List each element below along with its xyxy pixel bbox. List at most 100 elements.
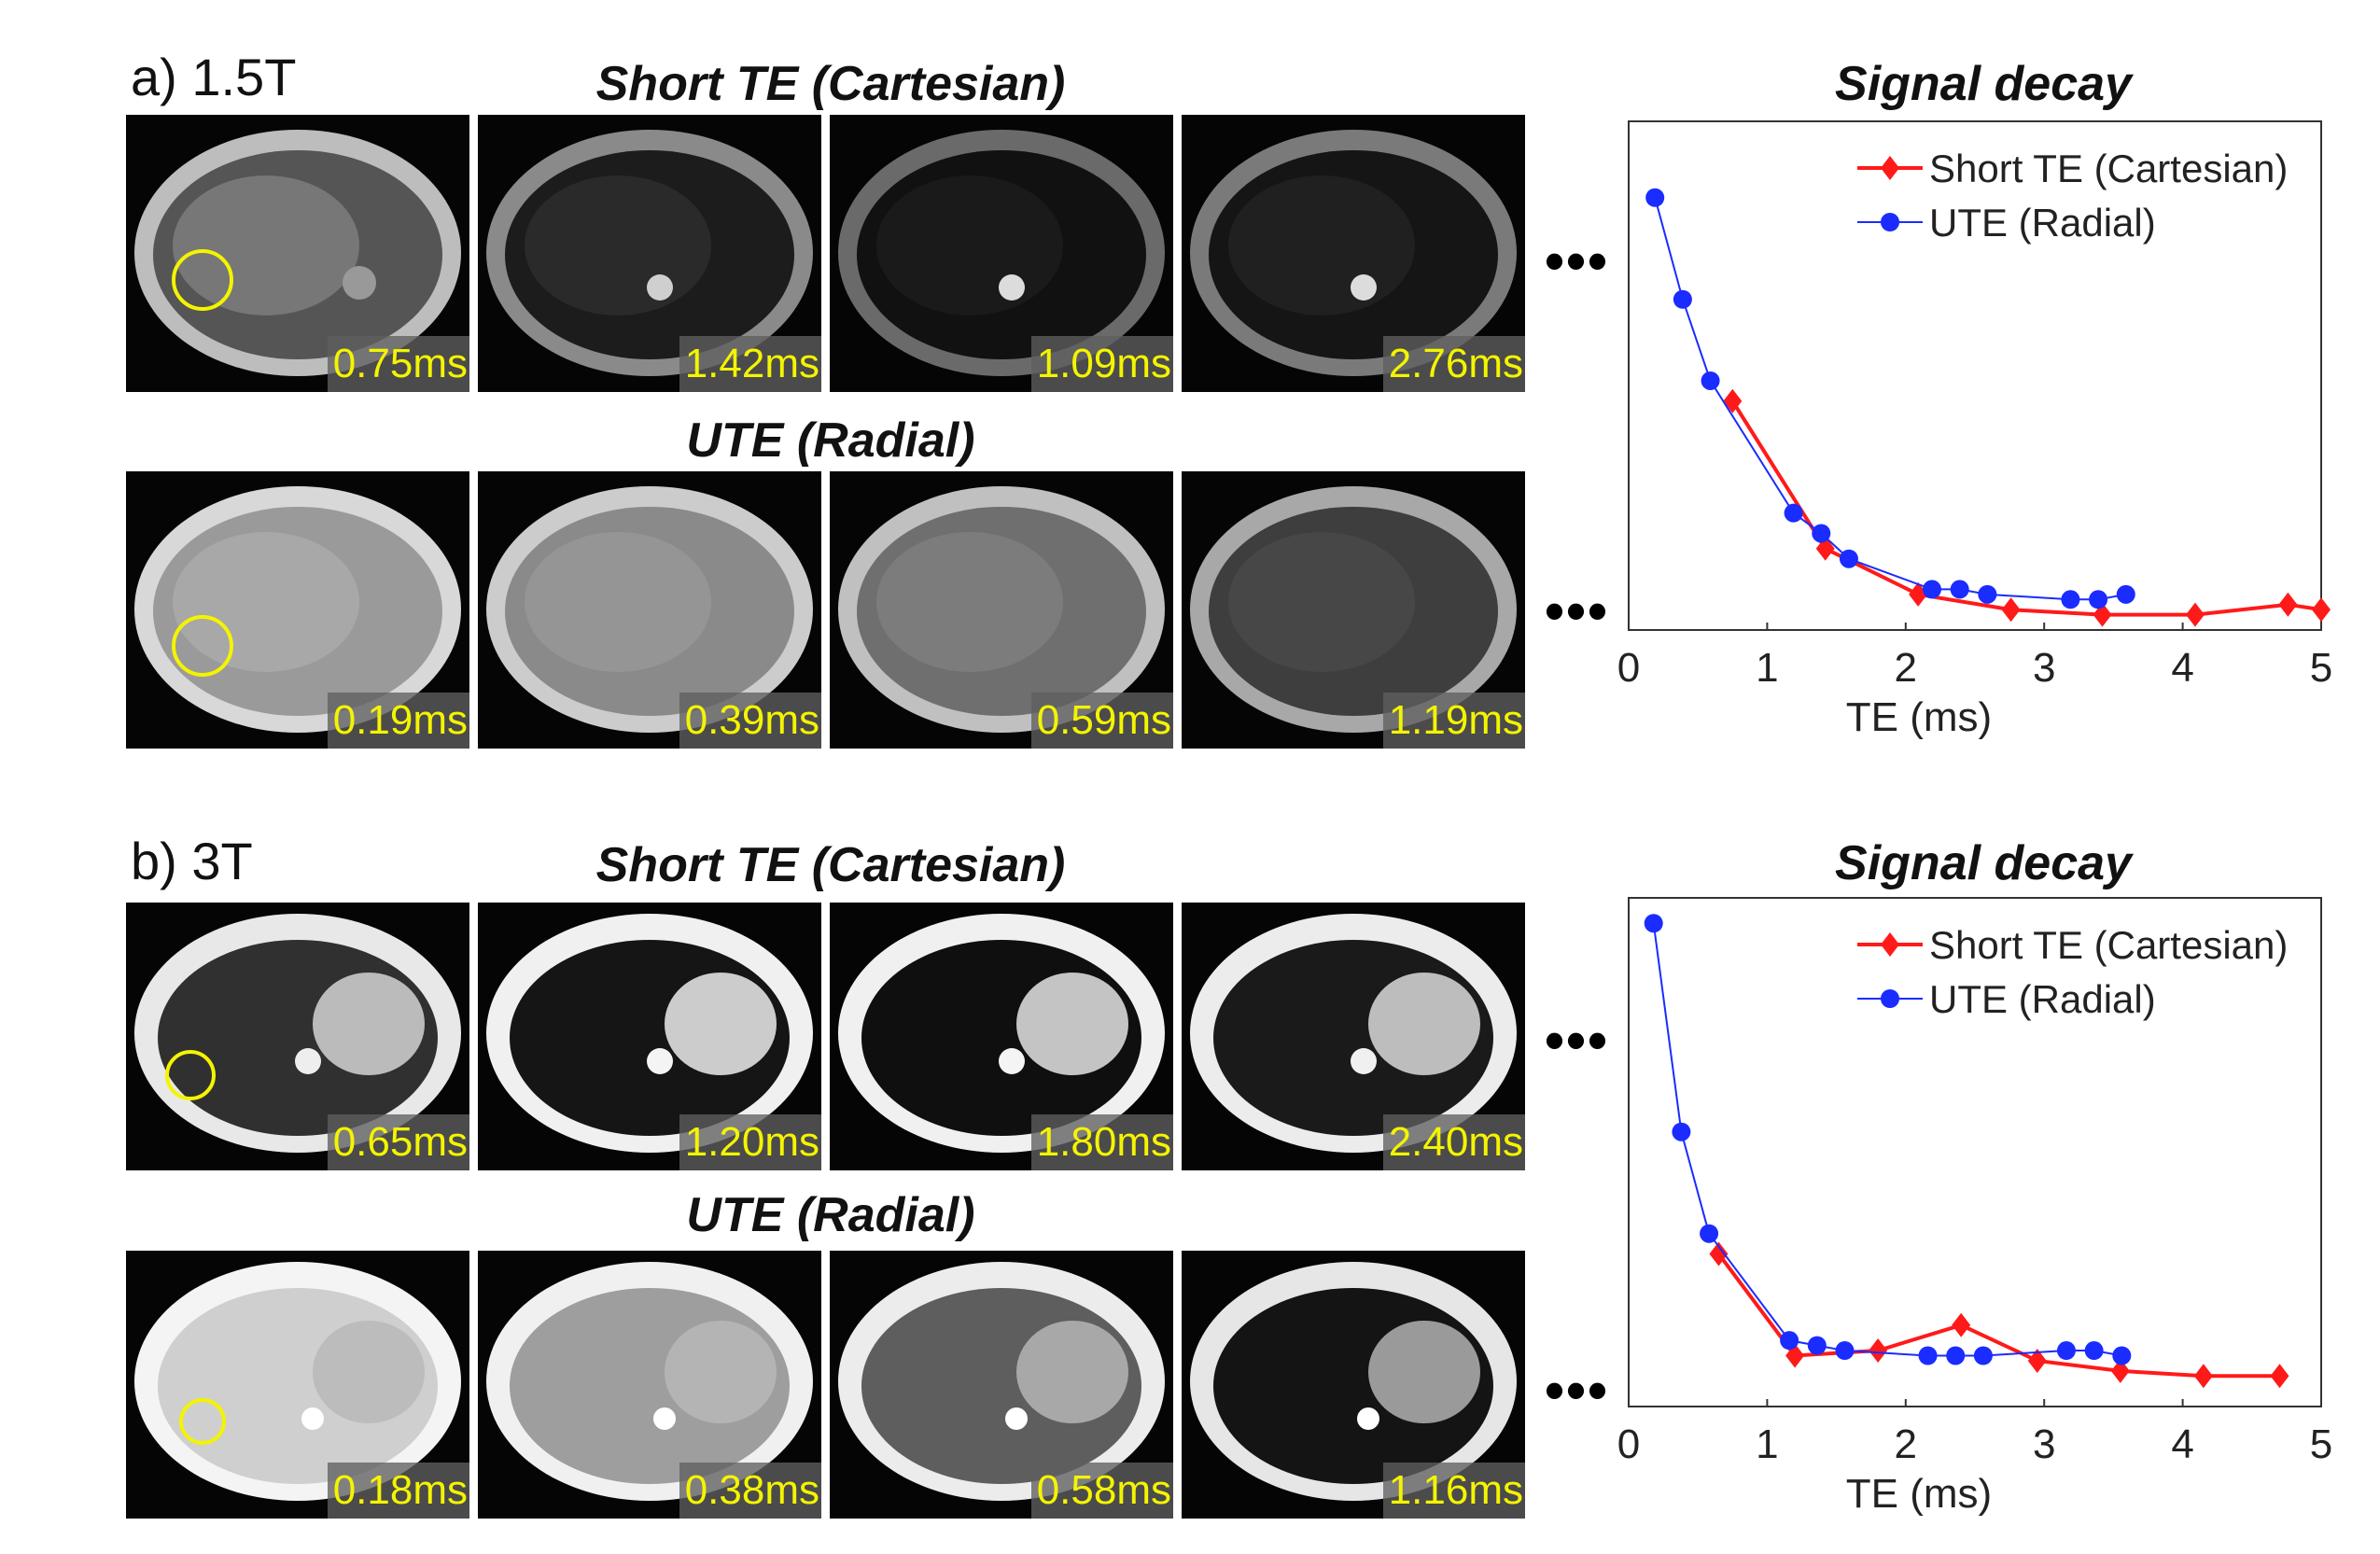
- data-point: [1909, 581, 1928, 607]
- mri-image-b-ute-3: 0.58ms: [830, 1251, 1173, 1519]
- data-point: [2270, 1364, 2289, 1389]
- data-point: [1785, 1343, 1805, 1368]
- data-point: [2116, 584, 2135, 604]
- x-axis-label: TE (ms): [1846, 1471, 1992, 1517]
- data-point: [1807, 1336, 1827, 1355]
- legend-marker: [1881, 932, 1899, 957]
- plot-frame: [1628, 897, 2322, 1407]
- mri-image-a-short-te-3: 1.09ms: [830, 115, 1173, 392]
- data-point: [1784, 503, 1803, 523]
- te-label: 1.42ms: [679, 336, 821, 392]
- data-point: [2061, 590, 2080, 609]
- data-point: [1973, 1346, 1993, 1365]
- x-axis-label: TE (ms): [1846, 694, 1992, 740]
- panel-b-top-row-title: Short TE (Cartesian): [595, 838, 1066, 892]
- mri-image-a-ute-3: 0.59ms: [830, 471, 1173, 749]
- panel-a-bottom-row-title: UTE (Radial): [686, 413, 975, 468]
- data-point: [1952, 1312, 1971, 1337]
- te-label: 0.18ms: [328, 1463, 469, 1519]
- data-point: [2027, 1348, 2047, 1373]
- data-point: [1812, 524, 1831, 543]
- x-tick-label: 3: [2033, 645, 2055, 691]
- roi-circle: [165, 1050, 216, 1100]
- data-point: [1950, 580, 1969, 599]
- roi-circle: [172, 249, 233, 311]
- te-label: 1.20ms: [679, 1114, 821, 1170]
- panel-a-top-row-title: Short TE (Cartesian): [595, 57, 1066, 111]
- panel-b-label: b) 3T: [131, 832, 253, 890]
- te-label: 0.19ms: [328, 693, 469, 749]
- legend-marker: [1881, 156, 1899, 180]
- data-point: [1978, 584, 1997, 604]
- te-label: 0.58ms: [1031, 1463, 1173, 1519]
- data-point: [1673, 289, 1692, 309]
- data-point: [2193, 1364, 2213, 1389]
- data-point: [1701, 371, 1720, 390]
- data-point: [2056, 1341, 2076, 1361]
- x-tick-label: 0: [1617, 1421, 1640, 1467]
- x-tick-label: 2: [1895, 645, 1917, 691]
- legend-marker: [1881, 213, 1899, 231]
- legend-marker: [1881, 989, 1899, 1008]
- x-tick-label: 5: [2310, 645, 2332, 691]
- x-tick-label: 5: [2310, 1421, 2332, 1467]
- ellipsis: •••: [1545, 580, 1610, 642]
- mri-image-a-short-te-2: 1.42ms: [478, 115, 821, 392]
- x-tick-label: 1: [1756, 645, 1778, 691]
- data-point: [1918, 1346, 1938, 1365]
- data-point: [1645, 188, 1665, 207]
- mri-image-a-short-te-1: 0.75ms: [126, 115, 469, 392]
- x-tick-label: 0: [1617, 645, 1640, 691]
- data-point: [2112, 1346, 2132, 1365]
- mri-image-b-short-te-1: 0.65ms: [126, 903, 469, 1170]
- ellipsis: •••: [1545, 230, 1610, 292]
- x-tick-label: 2: [1895, 1421, 1917, 1467]
- data-point: [1644, 914, 1663, 933]
- x-tick-label: 3: [2033, 1421, 2055, 1467]
- chart-b-title: Signal decay: [1835, 836, 2132, 890]
- te-label: 0.65ms: [328, 1114, 469, 1170]
- ellipsis: •••: [1545, 1009, 1610, 1071]
- roi-circle: [172, 615, 233, 677]
- te-label: 1.09ms: [1031, 336, 1173, 392]
- data-point: [1869, 1338, 1888, 1364]
- data-point: [2278, 592, 2298, 617]
- ellipsis: •••: [1545, 1359, 1610, 1421]
- roi-circle: [179, 1398, 226, 1445]
- x-tick-label: 4: [2171, 645, 2193, 691]
- mri-image-a-short-te-4: 2.76ms: [1182, 115, 1525, 392]
- data-point: [2185, 602, 2205, 627]
- data-point: [1672, 1122, 1691, 1141]
- mri-image-b-short-te-4: 2.40ms: [1182, 903, 1525, 1170]
- mri-image-a-ute-2: 0.39ms: [478, 471, 821, 749]
- legend-label: Short TE (Cartesian): [1929, 923, 2288, 967]
- panel-a-label: a) 1.5T: [131, 48, 297, 106]
- data-point: [2084, 1341, 2104, 1361]
- mri-image-b-ute-1: 0.18ms: [126, 1251, 469, 1519]
- mri-image-a-ute-1: 0.19ms: [126, 471, 469, 749]
- te-label: 0.38ms: [679, 1463, 821, 1519]
- data-point: [1700, 1224, 1719, 1243]
- chart-a-title: Signal decay: [1835, 57, 2132, 111]
- legend-label: UTE (Radial): [1929, 201, 2156, 245]
- te-label: 1.80ms: [1031, 1114, 1173, 1170]
- signal-decay-chart-b: 0 1 2 3 4 5 TE (ms) Short TE (Cartesian) UTE (Ra…: [1617, 897, 2332, 1517]
- data-point: [2110, 1358, 2130, 1383]
- data-point: [1780, 1331, 1799, 1351]
- te-label: 1.16ms: [1383, 1463, 1525, 1519]
- x-tick-label: 1: [1756, 1421, 1778, 1467]
- te-label: 2.76ms: [1383, 336, 1525, 392]
- data-point: [1946, 1346, 1966, 1365]
- mri-image-b-short-te-3: 1.80ms: [830, 903, 1173, 1170]
- legend-label: Short TE (Cartesian): [1929, 147, 2288, 190]
- data-point: [1835, 1341, 1855, 1361]
- data-point: [1839, 549, 1858, 568]
- mri-image-a-ute-4: 1.19ms: [1182, 471, 1525, 749]
- te-label: 0.75ms: [328, 336, 469, 392]
- te-label: 2.40ms: [1383, 1114, 1525, 1170]
- data-point: [1709, 1241, 1729, 1267]
- signal-decay-chart-a: 0 1 2 3 4 5 TE (ms) Short TE (Cartesian) UTE (Ra…: [1617, 120, 2332, 740]
- te-label: 0.59ms: [1031, 693, 1173, 749]
- series-line: [1716, 1253, 2280, 1379]
- data-point: [2312, 597, 2331, 623]
